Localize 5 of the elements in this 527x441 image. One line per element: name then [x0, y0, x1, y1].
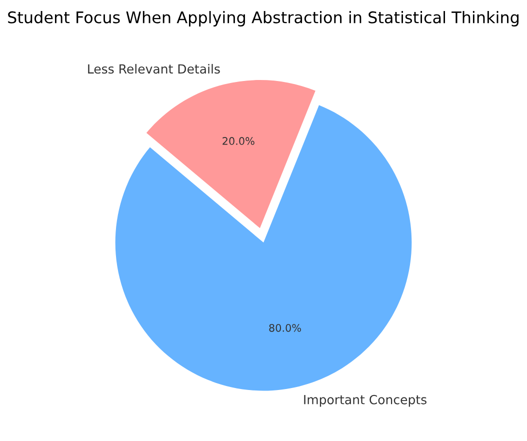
- data-label: 80.0%: [269, 324, 301, 332]
- slice-label: Important Concepts: [304, 394, 426, 407]
- slice-label: Less Relevant Details: [88, 64, 220, 74]
- data-label: 20.0%: [222, 137, 254, 145]
- chart-title: Student Focus When Applying Abstraction in Statistical Thinking: [8, 11, 519, 26]
